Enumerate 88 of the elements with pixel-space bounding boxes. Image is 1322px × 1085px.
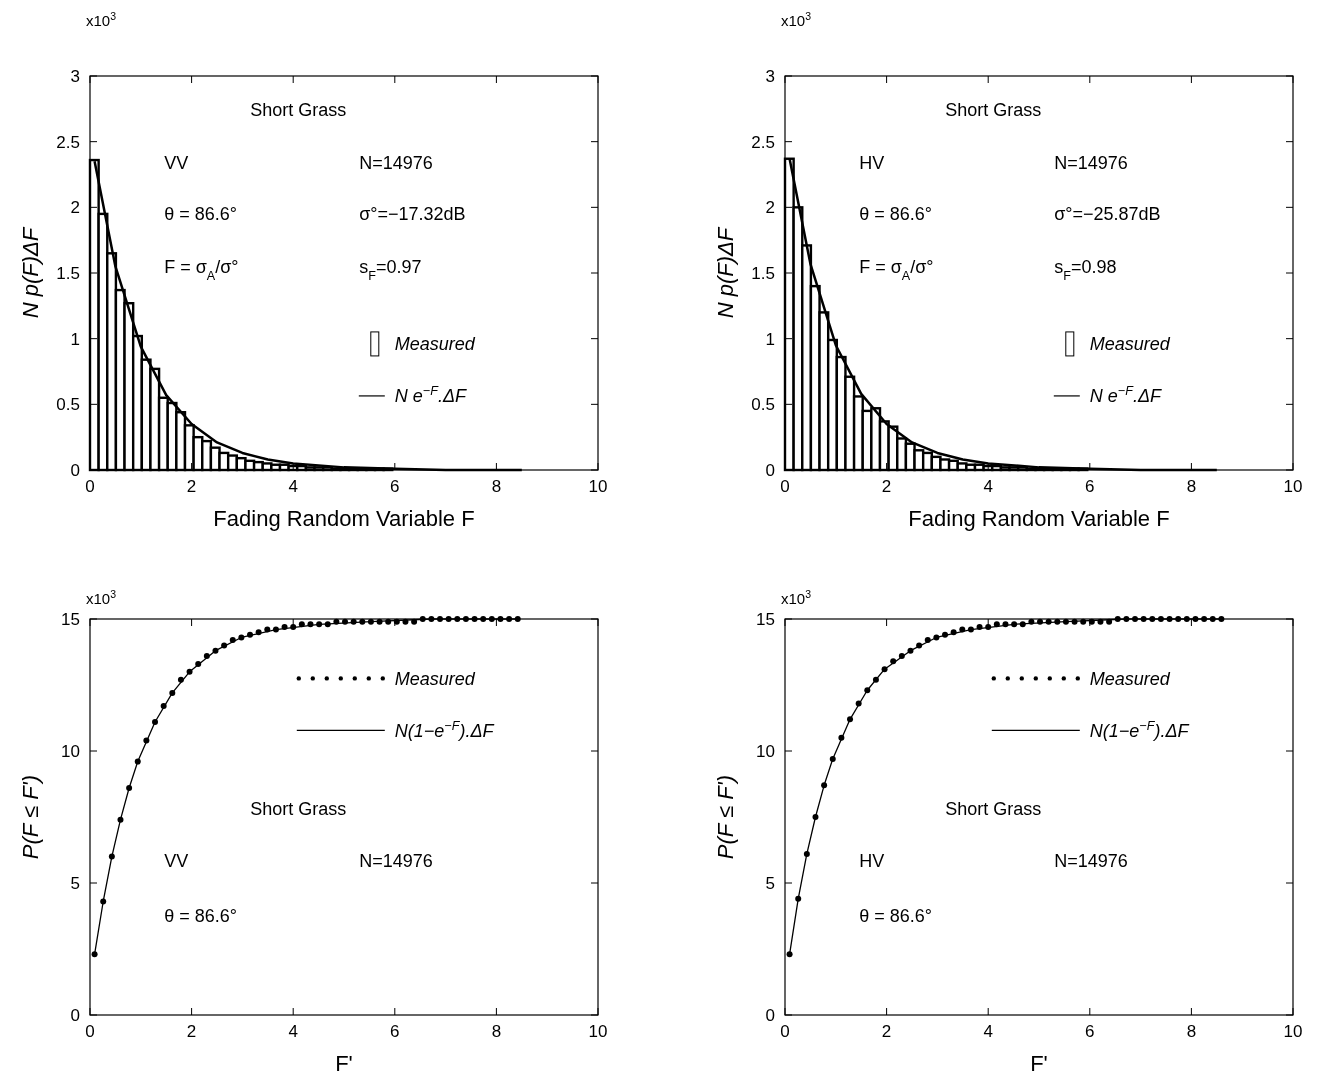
x-axis-title: Fading Random Variable F — [213, 506, 475, 531]
annotation: Short Grass — [250, 100, 347, 121]
annotation: σ°=−25.87dB — [1054, 204, 1161, 225]
legend-label: N e$^{−F}$.ΔF — [394, 384, 467, 407]
x-tick-label: 2 — [881, 477, 892, 496]
y-tick-label: 5 — [765, 873, 775, 893]
x-tick-label: 6 — [1085, 477, 1095, 496]
annotation: HV — [859, 152, 885, 173]
x-tick-label: 6 — [1085, 1022, 1095, 1041]
x-tick-label: 4 — [983, 477, 993, 496]
y-tick-label: 2.5 — [56, 132, 80, 152]
y-tick-label: 15 — [61, 609, 80, 629]
annotation: σ°=−17.32dB — [359, 204, 466, 225]
x-tick-label: 8 — [491, 477, 502, 496]
annotation: F = σ$_{A}$/σ° — [164, 257, 239, 284]
legend-label: N(1−e$^{−F}$).ΔF — [1089, 718, 1190, 741]
x-tick-label: 10 — [588, 477, 608, 496]
annotation: θ = 86.6° — [164, 204, 237, 225]
x-tick-label: 0 — [780, 477, 790, 496]
y-tick-label: 2 — [70, 198, 80, 218]
annotation: N=14976 — [359, 850, 433, 871]
x-tick-label: 4 — [288, 477, 298, 496]
y-tick-label: 0 — [70, 460, 80, 480]
y-tick-label: 1.5 — [751, 263, 775, 283]
y-tick-label: 0 — [765, 460, 775, 480]
y-axis-title: P(F ≤ F') — [18, 774, 43, 860]
y-tick-label: 0 — [765, 1005, 775, 1025]
y-tick-label: 5 — [70, 873, 80, 893]
annotation: VV — [164, 152, 189, 173]
legend-label: Measured — [1089, 334, 1171, 355]
x-tick-label: 8 — [491, 1022, 502, 1041]
text: Measured — [1089, 668, 1171, 689]
annotation: HV — [859, 850, 885, 871]
x-tick-label: 6 — [390, 1022, 400, 1041]
text: Measured — [394, 668, 476, 689]
y-tick-label: 15 — [756, 609, 775, 629]
y-tick-label: 0.5 — [751, 395, 775, 415]
y-tick-label: 0 — [70, 1005, 80, 1025]
annotation: Short Grass — [250, 799, 347, 820]
legend-label: N(1−e$^{−F}$).ΔF — [394, 718, 495, 741]
x-tick-label: 10 — [1283, 1022, 1303, 1041]
x-tick-label: 10 — [588, 1022, 608, 1041]
y-tick-label: 1 — [765, 329, 775, 349]
x-tick-label: 2 — [186, 1022, 197, 1041]
x-axis-title: F' — [335, 1051, 353, 1076]
text: x10$^{3}$ — [86, 10, 117, 30]
annotation: Short Grass — [945, 799, 1042, 820]
x-tick-label: 6 — [390, 477, 400, 496]
annotation: N=14976 — [359, 152, 433, 173]
annotation: F = σ$_{A}$/σ° — [859, 257, 934, 284]
y-tick-label: 0.5 — [56, 395, 80, 415]
annotation: N=14976 — [1054, 850, 1128, 871]
x-tick-label: 0 — [780, 1022, 790, 1041]
x-tick-label: 0 — [85, 1022, 95, 1041]
x-tick-label: 2 — [186, 477, 197, 496]
annotation: N=14976 — [1054, 152, 1128, 173]
y-axis-title: N p(F)ΔF — [18, 226, 43, 319]
annotation: VV — [164, 850, 189, 871]
x-tick-label: 8 — [1186, 477, 1197, 496]
x-tick-label: 0 — [85, 477, 95, 496]
y-axis-title: P(F ≤ F') — [713, 774, 738, 860]
legend-label: Measured — [394, 334, 476, 355]
y-tick-label: 10 — [756, 741, 775, 761]
x-tick-label: 8 — [1186, 1022, 1197, 1041]
y-tick-label: 1 — [70, 329, 80, 349]
x-tick-label: 4 — [983, 1022, 993, 1041]
y-tick-label: 1.5 — [56, 263, 80, 283]
y-tick-label: 3 — [70, 66, 80, 86]
x-axis-title: F' — [1030, 1051, 1048, 1076]
annotation: θ = 86.6° — [859, 204, 932, 225]
text: x10$^{3}$ — [781, 588, 812, 608]
annotation: θ = 86.6° — [164, 906, 237, 927]
annotation: Short Grass — [945, 100, 1042, 121]
text: x10$^{3}$ — [781, 10, 812, 30]
annotation: θ = 86.6° — [859, 906, 932, 927]
annotation: s$_{F}$=0.98 — [1054, 257, 1117, 284]
annotation: s$_{F}$=0.97 — [359, 257, 422, 284]
x-tick-label: 10 — [1283, 477, 1303, 496]
x-tick-label: 4 — [288, 1022, 298, 1041]
x-axis-title: Fading Random Variable F — [908, 506, 1170, 531]
y-tick-label: 2.5 — [751, 132, 775, 152]
y-tick-label: 3 — [765, 66, 775, 86]
y-tick-label: 10 — [61, 741, 80, 761]
text: x10$^{3}$ — [86, 588, 117, 608]
y-tick-label: 2 — [765, 198, 775, 218]
y-axis-title: N p(F)ΔF — [713, 226, 738, 319]
x-tick-label: 2 — [881, 1022, 892, 1041]
legend-label: N e$^{−F}$.ΔF — [1089, 384, 1162, 407]
